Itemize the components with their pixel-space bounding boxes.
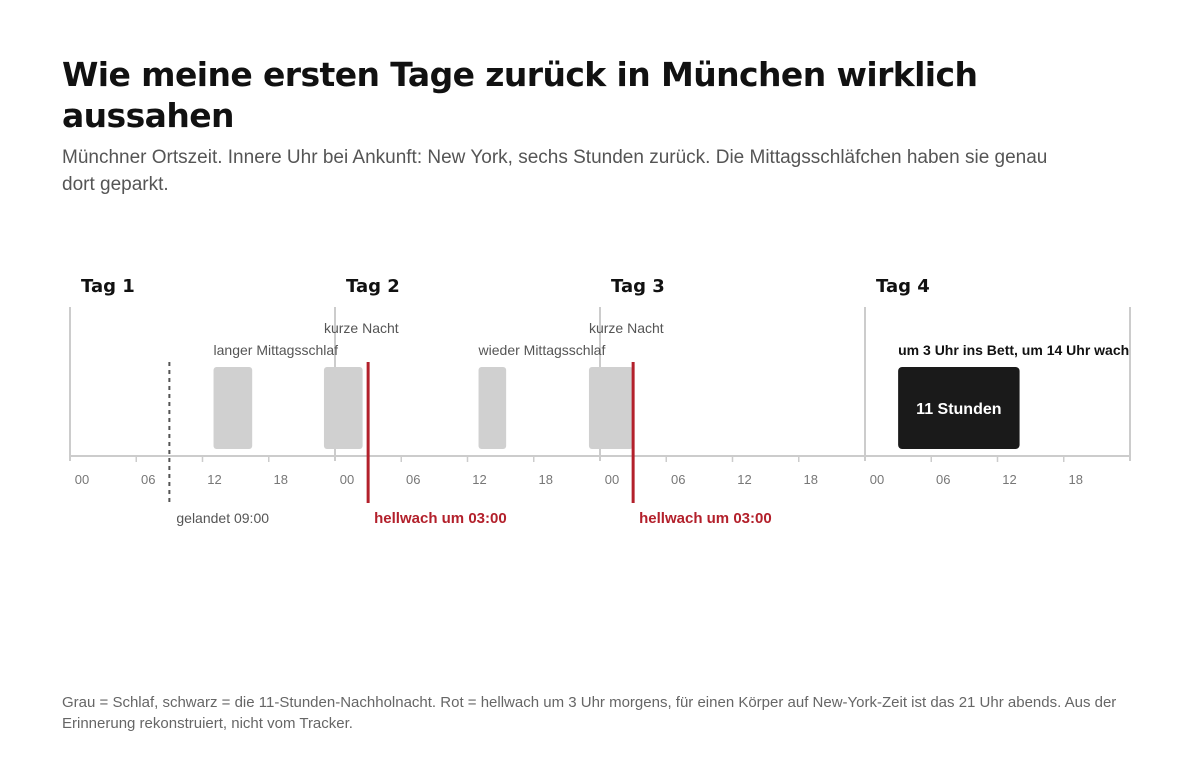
sleep-block <box>588 367 634 449</box>
sleep-annotation: kurze Nacht <box>324 320 399 336</box>
tick-label: 12 <box>207 472 221 487</box>
chart-title: Wie meine ersten Tage zurück in München … <box>62 55 978 135</box>
tick-label: 00 <box>605 472 619 487</box>
sleep-block <box>323 367 363 449</box>
sleep-annotation: um 3 Uhr ins Bett, um 14 Uhr wach <box>898 342 1129 358</box>
day-label: Tag 3 <box>611 276 665 297</box>
sleep-block <box>478 367 507 449</box>
tick-label: 06 <box>936 472 950 487</box>
sleep-block <box>213 367 253 449</box>
tick-label: 00 <box>340 472 354 487</box>
awake-label: hellwach um 03:00 <box>639 510 772 527</box>
tick-label: 06 <box>671 472 685 487</box>
sleep-annotation: langer Mittagsschlaf <box>214 342 339 358</box>
tick-label: 06 <box>141 472 155 487</box>
chart-footnote: Grau = Schlaf, schwarz = die 11-Stunden-… <box>62 694 1117 732</box>
sleep-duration-label: 11 Stunden <box>916 401 1001 418</box>
chart-subtitle: Münchner Ortszeit. Innere Uhr bei Ankunf… <box>62 147 1048 195</box>
tick-label: 18 <box>804 472 818 487</box>
tick-label: 00 <box>870 472 884 487</box>
day-label: Tag 2 <box>346 276 400 297</box>
tick-label: 12 <box>472 472 486 487</box>
long-sleep-block <box>898 367 1020 449</box>
awake-label: hellwach um 03:00 <box>374 510 507 527</box>
tick-label: 06 <box>406 472 420 487</box>
landed-label: gelandet 09:00 <box>176 510 269 526</box>
tick-label: 00 <box>75 472 89 487</box>
tick-label: 12 <box>737 472 751 487</box>
tick-label: 12 <box>1002 472 1016 487</box>
tick-label: 18 <box>539 472 553 487</box>
day-label: Tag 4 <box>876 276 930 297</box>
tick-label: 18 <box>274 472 288 487</box>
tick-label: 18 <box>1069 472 1083 487</box>
day-label: Tag 1 <box>81 276 135 297</box>
sleep-annotation: wieder Mittagsschlaf <box>478 342 606 358</box>
sleep-annotation: kurze Nacht <box>589 320 664 336</box>
